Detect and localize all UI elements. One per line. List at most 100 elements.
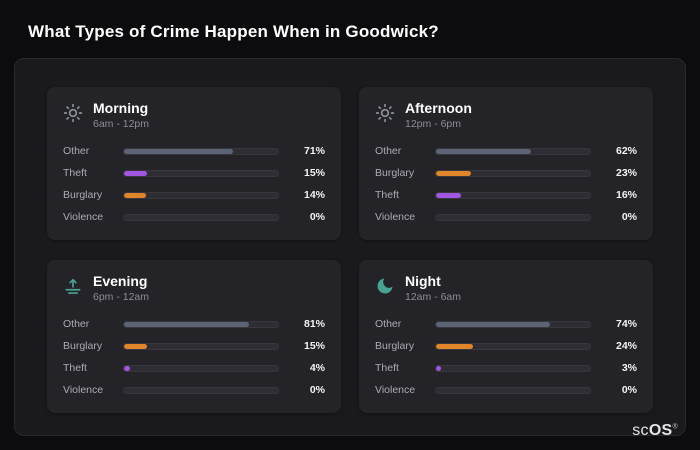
bar-fill: [436, 148, 532, 154]
brand-logo: scOS®: [632, 422, 678, 440]
percent-label: 71%: [303, 145, 325, 157]
crime-label: Violence: [63, 384, 104, 396]
crime-label: Burglary: [63, 340, 103, 352]
crime-rows: Other 62% Burglary 23% Theft 16% Violenc…: [375, 140, 637, 228]
page-title: What Types of Crime Happen When in Goodw…: [28, 22, 439, 41]
crime-label: Other: [63, 318, 90, 330]
crime-row: Other 71%: [63, 140, 325, 162]
registered-mark-icon: ®: [672, 423, 678, 431]
moon-icon: [375, 276, 395, 296]
percent-label: 23%: [615, 167, 637, 179]
bar-fill: [124, 170, 148, 176]
bar-track: [435, 213, 591, 221]
card-header: Morning 6am - 12pm: [63, 100, 325, 130]
crime-row: Violence 0%: [63, 379, 325, 401]
bar-track: [123, 364, 279, 372]
bar-track: [435, 147, 591, 155]
percent-label: 3%: [621, 362, 637, 374]
card-subtitle: 12am - 6am: [405, 291, 462, 303]
crime-label: Theft: [375, 362, 399, 374]
card-heading: Night 12am - 6am: [405, 273, 461, 303]
crime-label: Other: [63, 145, 90, 157]
cards-grid: Morning 6am - 12pm Other 71% Theft 15% B…: [15, 59, 685, 441]
bar-fill: [436, 321, 550, 327]
percent-label: 81%: [303, 318, 325, 330]
percent-label: 14%: [303, 189, 325, 201]
card-heading: Evening 6pm - 12am: [93, 273, 149, 303]
bar-fill: [124, 192, 146, 198]
bar-track: [435, 191, 591, 199]
crime-label: Other: [375, 145, 402, 157]
bar-track: [435, 320, 591, 328]
card-title: Afternoon: [405, 100, 472, 116]
bar-track: [123, 213, 279, 221]
time-card: Morning 6am - 12pm Other 71% Theft 15% B…: [47, 87, 341, 240]
card-header: Night 12am - 6am: [375, 273, 637, 303]
percent-label: 4%: [309, 362, 325, 374]
crime-label: Violence: [63, 211, 104, 223]
crime-row: Other 74%: [375, 313, 637, 335]
crime-label: Burglary: [375, 167, 415, 179]
sun-icon: [63, 103, 83, 123]
crime-row: Burglary 23%: [375, 162, 637, 184]
bar-track: [123, 342, 279, 350]
crime-label: Violence: [375, 211, 416, 223]
bar-fill: [124, 343, 148, 349]
crime-row: Theft 4%: [63, 357, 325, 379]
brand-prefix: sc: [632, 422, 649, 439]
bar-track: [435, 169, 591, 177]
crime-row: Violence 0%: [375, 206, 637, 228]
percent-label: 74%: [615, 318, 637, 330]
brand-suffix: OS: [648, 422, 673, 439]
bar-fill: [124, 321, 249, 327]
bar-track: [123, 147, 279, 155]
crime-row: Violence 0%: [375, 379, 637, 401]
crime-row: Burglary 15%: [63, 335, 325, 357]
bar-fill: [436, 192, 461, 198]
crime-label: Theft: [63, 167, 87, 179]
percent-label: 62%: [615, 145, 637, 157]
bar-track: [435, 386, 591, 394]
bar-fill: [436, 170, 472, 176]
crime-label: Burglary: [375, 340, 415, 352]
bar-fill: [436, 343, 473, 349]
bar-track: [123, 169, 279, 177]
bar-track: [123, 386, 279, 394]
crime-label: Violence: [375, 384, 416, 396]
card-header: Evening 6pm - 12am: [63, 273, 325, 303]
crime-label: Theft: [63, 362, 87, 374]
crime-label: Burglary: [63, 189, 103, 201]
crime-rows: Other 81% Burglary 15% Theft 4% Violence…: [63, 313, 325, 401]
percent-label: 0%: [309, 384, 325, 396]
card-header: Afternoon 12pm - 6pm: [375, 100, 637, 130]
crime-row: Other 62%: [375, 140, 637, 162]
card-title: Night: [405, 273, 441, 289]
sunset-icon: [63, 276, 83, 296]
bar-fill: [124, 148, 234, 154]
bar-fill: [124, 365, 131, 371]
card-subtitle: 6pm - 12am: [93, 291, 150, 303]
time-card: Night 12am - 6am Other 74% Burglary 24% …: [359, 260, 653, 413]
time-card: Afternoon 12pm - 6pm Other 62% Burglary …: [359, 87, 653, 240]
bar-track: [435, 342, 591, 350]
percent-label: 0%: [621, 384, 637, 396]
sun-icon: [375, 103, 395, 123]
crime-row: Burglary 24%: [375, 335, 637, 357]
card-heading: Afternoon 12pm - 6pm: [405, 100, 472, 130]
crime-label: Other: [375, 318, 402, 330]
card-subtitle: 6am - 12pm: [93, 118, 150, 130]
bar-fill: [436, 365, 441, 371]
card-subtitle: 12pm - 6pm: [405, 118, 462, 130]
bar-track: [123, 191, 279, 199]
crime-row: Other 81%: [63, 313, 325, 335]
percent-label: 24%: [615, 340, 637, 352]
crime-row: Theft 3%: [375, 357, 637, 379]
time-card: Evening 6pm - 12am Other 81% Burglary 15…: [47, 260, 341, 413]
crime-stats-panel: Morning 6am - 12pm Other 71% Theft 15% B…: [14, 58, 686, 436]
percent-label: 15%: [303, 167, 325, 179]
crime-rows: Other 71% Theft 15% Burglary 14% Violenc…: [63, 140, 325, 228]
card-heading: Morning 6am - 12pm: [93, 100, 149, 130]
percent-label: 0%: [621, 211, 637, 223]
crime-row: Violence 0%: [63, 206, 325, 228]
crime-rows: Other 74% Burglary 24% Theft 3% Violence…: [375, 313, 637, 401]
